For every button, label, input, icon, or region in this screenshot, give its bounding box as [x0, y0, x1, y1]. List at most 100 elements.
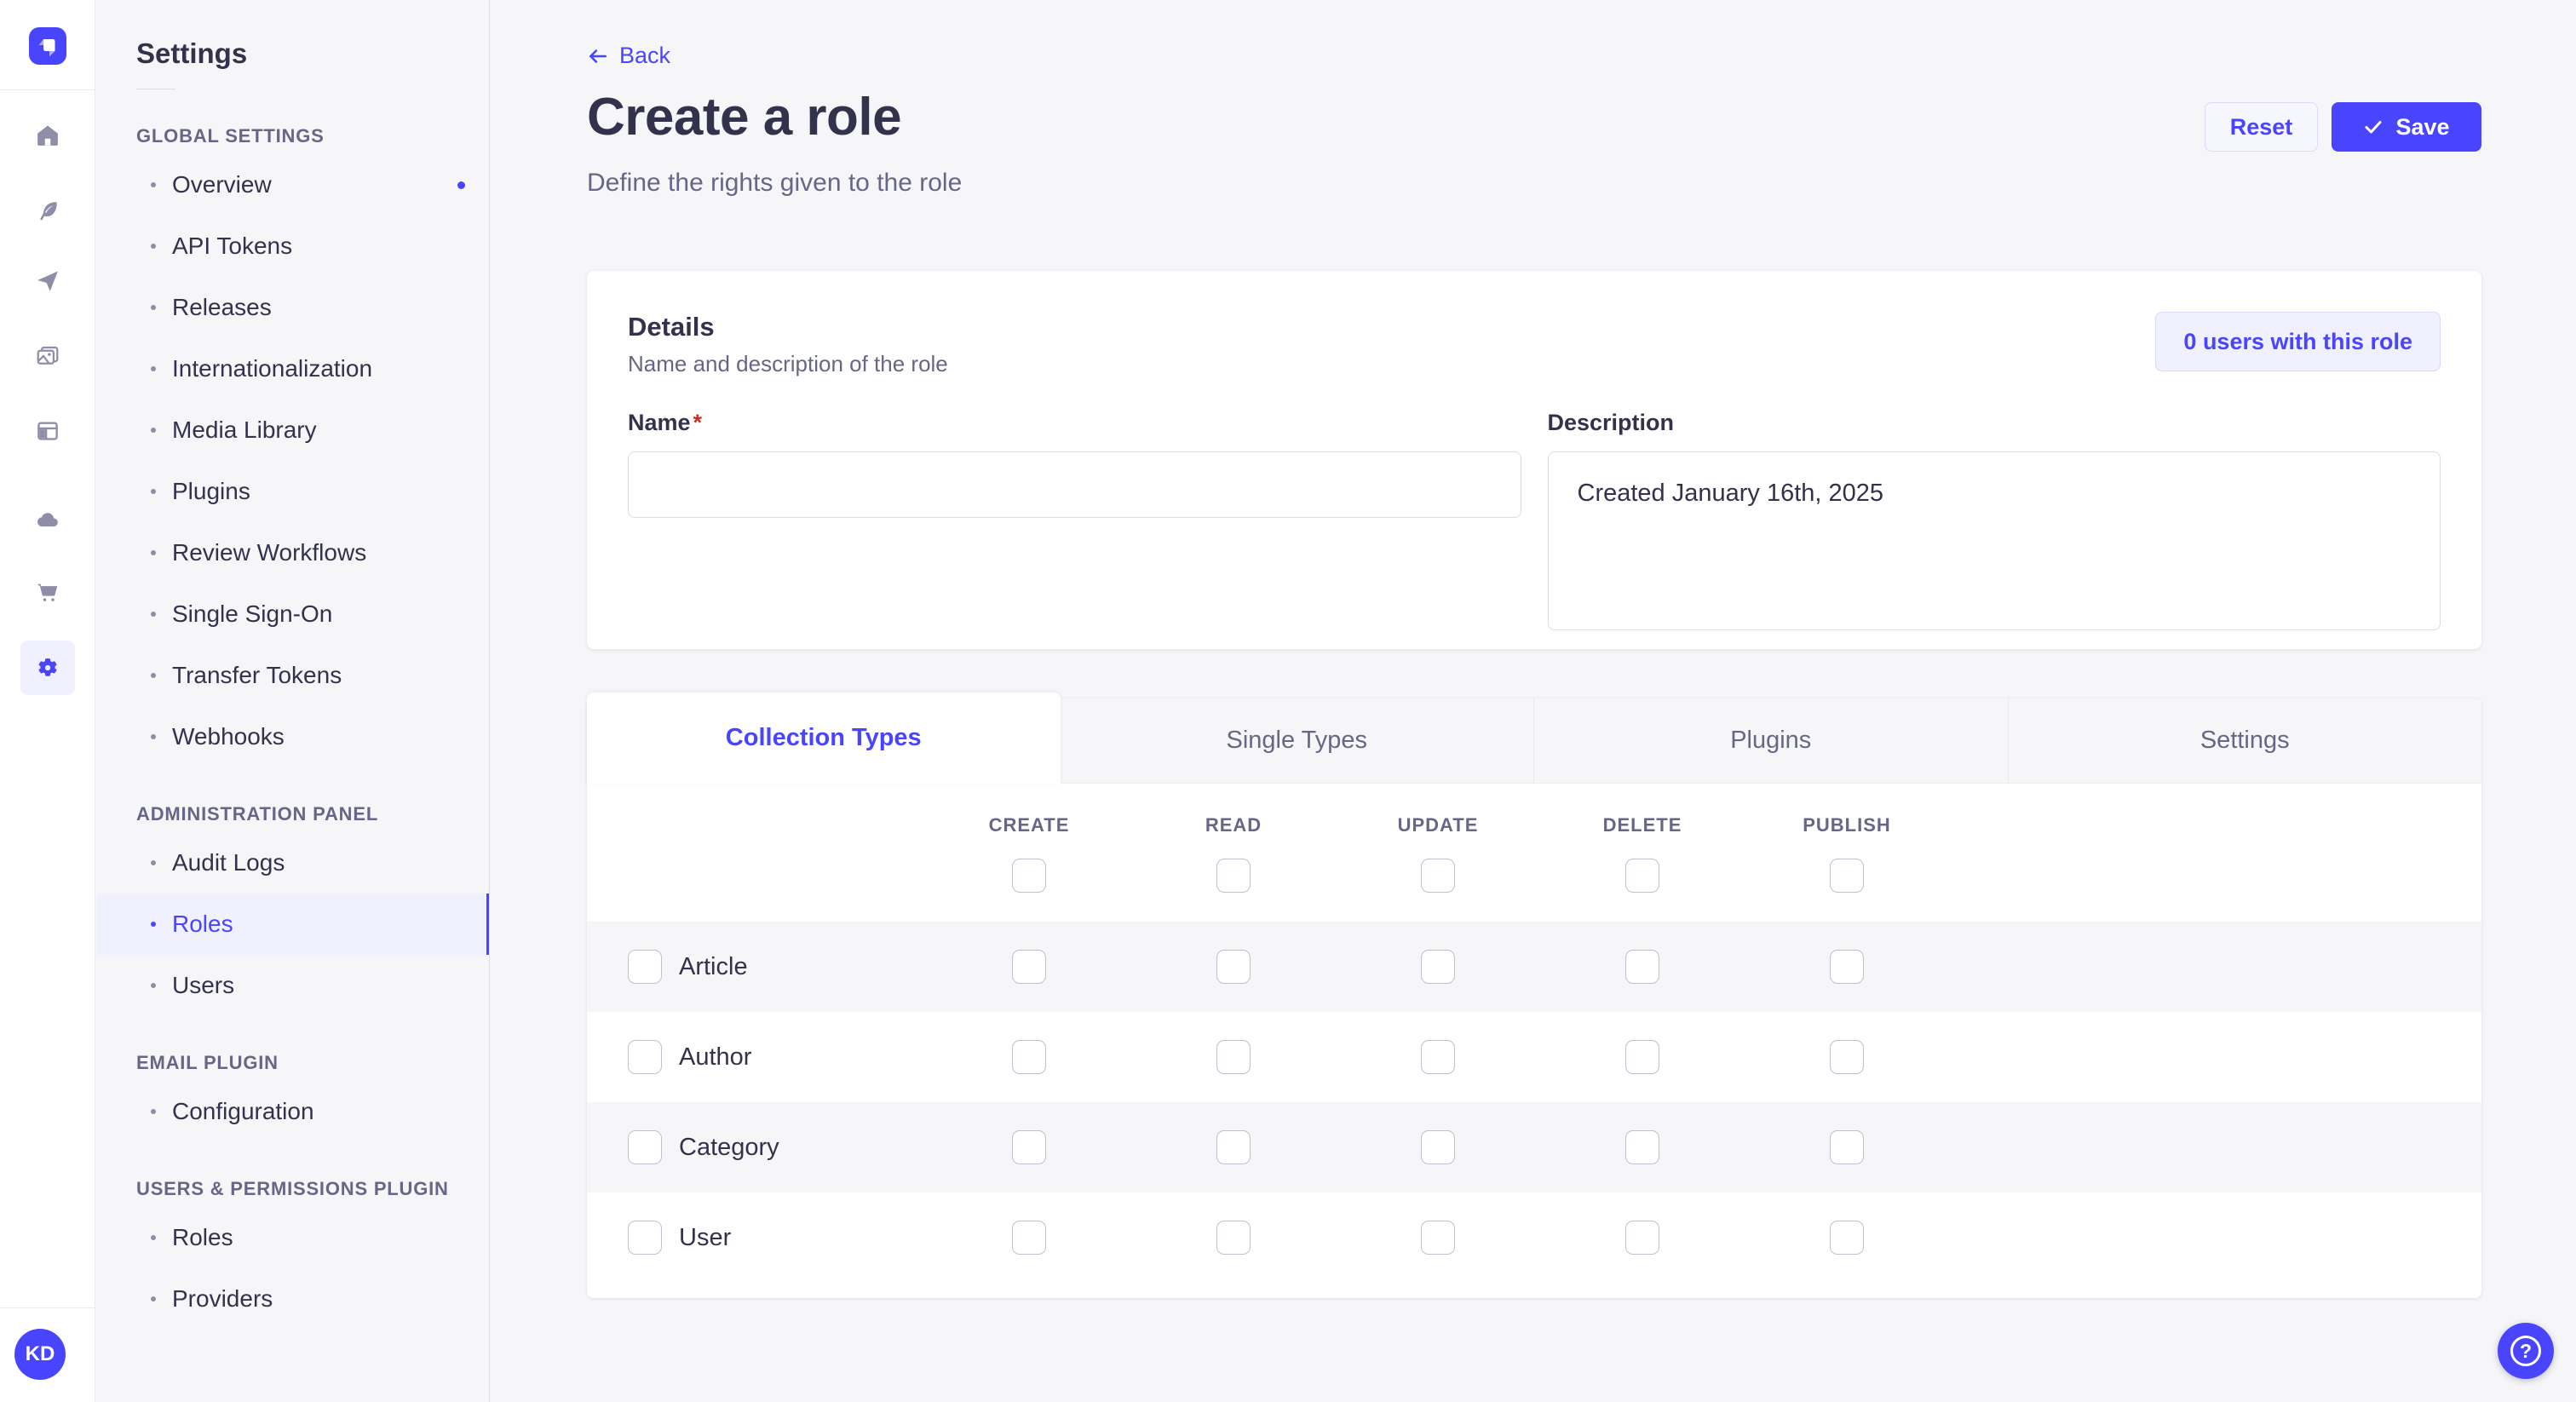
section-administration-panel: ADMINISTRATION PANEL Audit Logs Roles Us…: [96, 803, 489, 1016]
select-all-delete-checkbox[interactable]: [1625, 859, 1659, 893]
back-link[interactable]: Back: [587, 43, 670, 69]
sidebar-item-overview[interactable]: Overview: [96, 154, 489, 215]
user-create-checkbox[interactable]: [1012, 1221, 1046, 1255]
sidebar-item-releases[interactable]: Releases: [96, 277, 489, 338]
main-content: Back Create a role Define the rights giv…: [491, 0, 2576, 1402]
cloud-icon[interactable]: [0, 496, 95, 543]
article-create-checkbox[interactable]: [1012, 950, 1046, 984]
help-button[interactable]: ?: [2498, 1323, 2554, 1379]
permissions-tabs: Collection Types Single Types Plugins Se…: [587, 692, 2481, 784]
bullet-icon: [151, 244, 156, 249]
bullet-icon: [151, 734, 156, 739]
article-read-checkbox[interactable]: [1216, 950, 1251, 984]
sidebar-item-roles-admin[interactable]: Roles: [96, 893, 489, 955]
cart-icon[interactable]: [0, 568, 95, 616]
select-all-update-checkbox[interactable]: [1421, 859, 1455, 893]
save-button[interactable]: Save: [2332, 102, 2481, 152]
bullet-icon: [151, 1109, 156, 1114]
logo-section: [0, 0, 95, 90]
select-all-publish-checkbox[interactable]: [1830, 859, 1864, 893]
article-publish-checkbox[interactable]: [1830, 950, 1864, 984]
reset-button[interactable]: Reset: [2205, 102, 2318, 152]
row-label: Article: [679, 952, 748, 980]
sidebar-item-api-tokens[interactable]: API Tokens: [96, 215, 489, 277]
permissions-card: Collection Types Single Types Plugins Se…: [587, 692, 2481, 1298]
images-icon[interactable]: [0, 332, 95, 380]
details-title: Details: [628, 312, 715, 342]
notification-dot: [457, 181, 465, 189]
author-delete-checkbox[interactable]: [1625, 1040, 1659, 1074]
author-select-checkbox[interactable]: [628, 1040, 662, 1074]
permissions-header-row: CREATE READ UPDATE DELETE PUBLISH: [587, 784, 2481, 922]
article-update-checkbox[interactable]: [1421, 950, 1455, 984]
bullet-icon: [151, 366, 156, 371]
tab-single-types[interactable]: Single Types: [1060, 698, 1533, 784]
article-delete-checkbox[interactable]: [1625, 950, 1659, 984]
category-select-checkbox[interactable]: [628, 1130, 662, 1164]
home-icon[interactable]: [0, 112, 95, 159]
column-header-delete: DELETE: [1602, 814, 1682, 836]
description-label: Description: [1547, 410, 1675, 435]
author-read-checkbox[interactable]: [1216, 1040, 1251, 1074]
sidebar-item-review-workflows[interactable]: Review Workflows: [96, 522, 489, 583]
row-label: Category: [679, 1133, 779, 1161]
bullet-icon: [151, 550, 156, 555]
sidebar-item-users[interactable]: Users: [96, 955, 489, 1016]
sidebar-item-providers[interactable]: Providers: [96, 1268, 489, 1330]
category-delete-checkbox[interactable]: [1625, 1130, 1659, 1164]
rail-divider: [0, 1307, 95, 1308]
sidebar-item-internationalization[interactable]: Internationalization: [96, 338, 489, 399]
category-publish-checkbox[interactable]: [1830, 1130, 1864, 1164]
user-publish-checkbox[interactable]: [1830, 1221, 1864, 1255]
article-select-checkbox[interactable]: [628, 950, 662, 984]
feather-icon[interactable]: [0, 187, 95, 235]
category-update-checkbox[interactable]: [1421, 1130, 1455, 1164]
bullet-icon: [151, 673, 156, 678]
description-textarea[interactable]: Created January 16th, 2025: [1547, 451, 2441, 630]
page-subtitle: Define the rights given to the role: [587, 169, 963, 197]
bullet-icon: [151, 1235, 156, 1240]
user-avatar[interactable]: KD: [14, 1329, 66, 1380]
question-mark-icon: ?: [2510, 1336, 2541, 1366]
row-label: User: [679, 1223, 732, 1251]
sidebar-item-roles-up[interactable]: Roles: [96, 1207, 489, 1268]
sidebar-item-webhooks[interactable]: Webhooks: [96, 706, 489, 767]
author-publish-checkbox[interactable]: [1830, 1040, 1864, 1074]
table-row-author: Author: [587, 1012, 2481, 1102]
arrow-left-icon: [589, 49, 607, 63]
column-header-publish: PUBLISH: [1803, 814, 1891, 836]
category-read-checkbox[interactable]: [1216, 1130, 1251, 1164]
sidebar-item-single-sign-on[interactable]: Single Sign-On: [96, 583, 489, 645]
name-input[interactable]: [628, 451, 1521, 518]
bullet-icon: [151, 1296, 156, 1301]
category-create-checkbox[interactable]: [1012, 1130, 1046, 1164]
user-read-checkbox[interactable]: [1216, 1221, 1251, 1255]
sidebar-item-audit-logs[interactable]: Audit Logs: [96, 832, 489, 893]
user-update-checkbox[interactable]: [1421, 1221, 1455, 1255]
description-field-group: Description Created January 16th, 2025: [1547, 410, 2441, 635]
gear-icon[interactable]: [20, 641, 75, 695]
user-delete-checkbox[interactable]: [1625, 1221, 1659, 1255]
section-label: EMAIL PLUGIN: [136, 1052, 279, 1073]
tab-plugins[interactable]: Plugins: [1533, 698, 2008, 784]
paper-plane-icon[interactable]: [0, 257, 95, 305]
bullet-icon: [151, 489, 156, 494]
layout-icon[interactable]: [0, 407, 95, 455]
details-subtitle: Name and description of the role: [628, 351, 948, 376]
sidebar-item-plugins[interactable]: Plugins: [96, 461, 489, 522]
sidebar-item-media-library[interactable]: Media Library: [96, 399, 489, 461]
author-update-checkbox[interactable]: [1421, 1040, 1455, 1074]
section-global-settings: GLOBAL SETTINGS Overview API Tokens Rele…: [96, 125, 489, 767]
sidebar-item-configuration[interactable]: Configuration: [96, 1081, 489, 1142]
section-label: ADMINISTRATION PANEL: [136, 803, 379, 825]
users-with-role-button[interactable]: 0 users with this role: [2155, 312, 2441, 371]
sidebar-item-transfer-tokens[interactable]: Transfer Tokens: [96, 645, 489, 706]
author-create-checkbox[interactable]: [1012, 1040, 1046, 1074]
select-all-read-checkbox[interactable]: [1216, 859, 1251, 893]
tab-collection-types[interactable]: Collection Types: [587, 692, 1061, 784]
section-label: GLOBAL SETTINGS: [136, 125, 325, 147]
tab-settings[interactable]: Settings: [2007, 698, 2481, 784]
user-select-checkbox[interactable]: [628, 1221, 662, 1255]
select-all-create-checkbox[interactable]: [1012, 859, 1046, 893]
